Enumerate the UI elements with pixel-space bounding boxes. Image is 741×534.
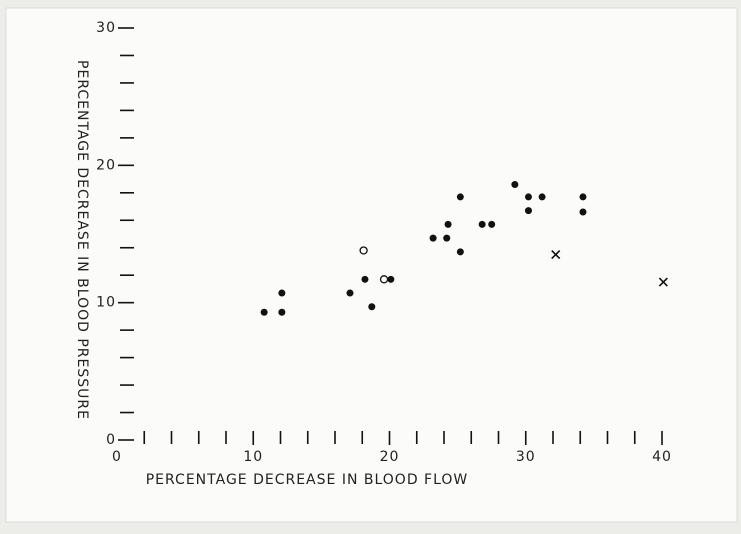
- dot: [387, 275, 395, 283]
- open-circle: [379, 275, 389, 284]
- dot: [260, 308, 268, 316]
- y-tick-label: 0: [106, 432, 116, 448]
- y-tick-label: 10: [96, 295, 116, 311]
- dot: [429, 234, 437, 242]
- dot: [524, 207, 532, 215]
- dot: [361, 275, 369, 283]
- y-tick-label: 20: [96, 157, 116, 173]
- dot: [278, 308, 286, 316]
- dot: [368, 303, 376, 311]
- x-tick-label: 10: [243, 449, 263, 465]
- dot: [443, 234, 451, 242]
- dot: [511, 181, 519, 189]
- open-circle: [359, 246, 368, 255]
- dot: [444, 220, 452, 228]
- x-tick-label: 30: [516, 449, 536, 465]
- dot: [524, 193, 532, 201]
- cross: [658, 277, 668, 287]
- paper: [5, 7, 738, 523]
- y-axis-label: PERCENTAGE DECREASE IN BLOOD PRESSURE: [74, 60, 90, 420]
- y-tick-label: 30: [96, 20, 116, 36]
- dot: [346, 289, 354, 297]
- x-tick-label: 40: [652, 449, 672, 465]
- cross: [551, 250, 561, 260]
- dot: [579, 208, 587, 216]
- x-tick-label: 0: [112, 449, 122, 465]
- x-axis-label: PERCENTAGE DECREASE IN BLOOD FLOW: [146, 472, 469, 488]
- dot: [456, 193, 464, 201]
- dot: [456, 248, 464, 256]
- dot: [478, 220, 486, 228]
- dot: [538, 193, 546, 201]
- dot: [579, 193, 587, 201]
- dot: [488, 220, 496, 228]
- dot: [278, 289, 286, 297]
- x-tick-label: 20: [380, 449, 400, 465]
